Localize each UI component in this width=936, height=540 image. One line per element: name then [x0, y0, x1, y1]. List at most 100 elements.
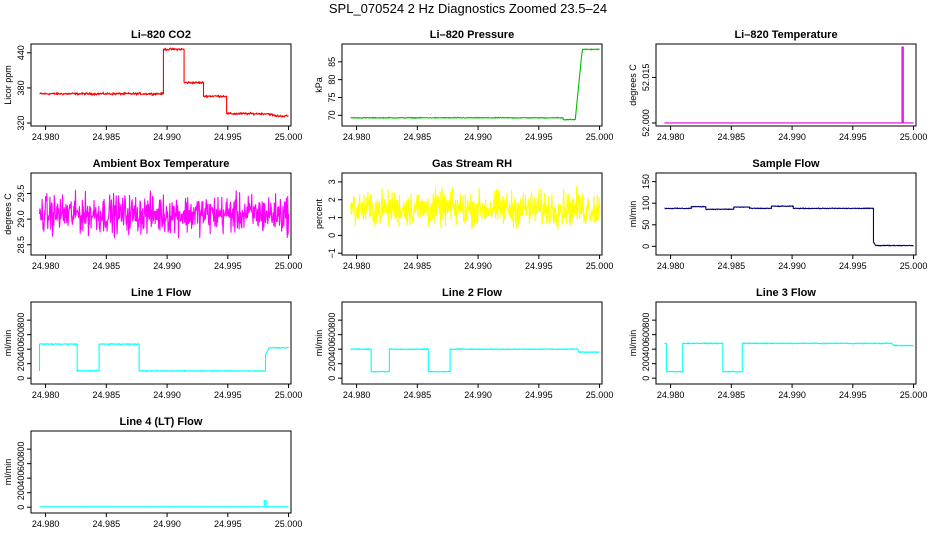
- x-tick-label: 25.000: [586, 390, 614, 400]
- y-tick-label: 800: [641, 313, 651, 328]
- y-tick-label: 600: [641, 327, 651, 342]
- x-tick-label: 24.980: [343, 390, 371, 400]
- x-tick-label: 24.985: [718, 132, 746, 142]
- series-line: [39, 47, 289, 118]
- plot-frame: [30, 301, 292, 385]
- y-tick-label: 440: [16, 45, 26, 60]
- chart-panel: Line 4 (LT) Flow 24.980 24.985 24.990 24.995…: [3, 416, 302, 529]
- y-axis-label: ml/min: [314, 330, 324, 357]
- x-tick-label: 24.980: [343, 261, 371, 271]
- y-tick-label: 29.0: [16, 210, 26, 228]
- x-tick-label: 24.980: [32, 519, 60, 529]
- x-tick-label: 24.995: [214, 132, 242, 142]
- series-line: [664, 46, 914, 124]
- x-tick-label: 25.000: [586, 132, 614, 142]
- chart-panel: Line 3 Flow 24.980 24.985 24.990 24.995 25.00…: [628, 287, 927, 400]
- y-tick-label: 28.5: [16, 236, 26, 254]
- y-tick-label: 100: [641, 196, 651, 211]
- y-tick-label: 150: [641, 174, 651, 189]
- chart-title: Line 2 Flow: [442, 287, 502, 299]
- series-line: [664, 342, 914, 373]
- x-tick-label: 24.990: [778, 390, 806, 400]
- y-tick-label: 600: [16, 456, 26, 471]
- x-tick-label: 24.980: [32, 132, 60, 142]
- x-tick-label: 24.985: [93, 519, 121, 529]
- plot-frame: [341, 172, 603, 256]
- plot-frame: [655, 43, 917, 127]
- chart-panel: Gas Stream RH 24.980 24.985 24.990 24.995 25.…: [314, 158, 613, 271]
- series-line: [350, 348, 600, 373]
- y-tick-label: −1: [327, 248, 337, 258]
- x-tick-label: 25.000: [275, 261, 303, 271]
- x-tick-label: 25.000: [900, 132, 928, 142]
- x-tick-label: 24.985: [404, 261, 432, 271]
- x-tick-label: 24.995: [839, 261, 867, 271]
- y-tick-label: 29.5: [16, 185, 26, 203]
- plot-frame: [30, 172, 292, 256]
- y-tick-label: 800: [327, 313, 337, 328]
- series-line: [38, 342, 289, 373]
- chart-title: Line 4 (LT) Flow: [120, 416, 203, 428]
- y-tick-label: 0: [327, 233, 337, 238]
- y-tick-label: 400: [16, 342, 26, 357]
- x-tick-label: 24.985: [404, 390, 432, 400]
- y-axis-label: ml/min: [3, 330, 13, 357]
- x-tick-label: 24.985: [93, 132, 121, 142]
- x-tick-label: 25.000: [586, 261, 614, 271]
- y-tick-label: 2: [327, 197, 337, 202]
- y-axis-label: percent: [314, 198, 324, 229]
- y-axis-label: degrees C: [628, 64, 638, 106]
- x-tick-label: 25.000: [900, 390, 928, 400]
- x-tick-label: 24.985: [718, 390, 746, 400]
- x-tick-label: 24.990: [153, 132, 181, 142]
- chart-panel: Sample Flow 24.980 24.985 24.990 24.995 25.00…: [628, 158, 927, 271]
- plot-frame: [655, 301, 917, 385]
- series-line: [38, 189, 290, 239]
- x-tick-label: 24.980: [32, 390, 60, 400]
- y-tick-label: 0: [327, 376, 337, 381]
- chart-title: Line 3 Flow: [756, 287, 816, 299]
- y-tick-label: 52.000: [641, 109, 651, 137]
- y-tick-label: 50: [641, 220, 651, 230]
- y-axis-label: degrees C: [3, 193, 13, 235]
- x-tick-label: 25.000: [275, 519, 303, 529]
- x-tick-label: 24.995: [839, 132, 867, 142]
- plot-frame: [341, 301, 603, 385]
- y-tick-label: 200: [327, 356, 337, 371]
- chart-panel: Li–820 CO2 24.980 24.985 24.990 24.995 25.000…: [3, 29, 302, 142]
- x-tick-label: 24.980: [32, 261, 60, 271]
- x-tick-label: 24.990: [464, 261, 492, 271]
- x-tick-label: 24.980: [657, 390, 685, 400]
- chart-panel: Line 1 Flow 24.980 24.985 24.990 24.995 25.00…: [3, 287, 302, 400]
- series-line: [350, 48, 600, 121]
- y-tick-label: 400: [327, 342, 337, 357]
- plot-frame: [30, 43, 292, 127]
- chart-title: Li–820 CO2: [131, 29, 191, 41]
- x-tick-label: 24.985: [404, 132, 432, 142]
- series-line: [349, 186, 601, 231]
- y-tick-label: 380: [16, 80, 26, 95]
- y-tick-label: 400: [641, 342, 651, 357]
- series-line: [664, 205, 914, 247]
- x-tick-label: 24.995: [525, 261, 553, 271]
- x-tick-label: 24.990: [778, 261, 806, 271]
- x-tick-label: 25.000: [900, 261, 928, 271]
- x-tick-label: 24.995: [525, 390, 553, 400]
- y-tick-label: 200: [641, 356, 651, 371]
- y-tick-label: 200: [16, 356, 26, 371]
- chart-title: Sample Flow: [752, 158, 820, 170]
- y-tick-label: 70: [327, 110, 337, 120]
- y-axis-label: ml/min: [628, 201, 638, 228]
- y-axis-label: ml/min: [3, 459, 13, 486]
- x-tick-label: 24.985: [93, 390, 121, 400]
- y-tick-label: 0: [641, 376, 651, 381]
- y-tick-label: 0: [16, 505, 26, 510]
- chart-title: Line 1 Flow: [131, 287, 191, 299]
- y-tick-label: 320: [16, 116, 26, 131]
- x-tick-label: 24.985: [718, 261, 746, 271]
- y-tick-label: 200: [16, 485, 26, 500]
- y-tick-label: 800: [16, 442, 26, 457]
- x-tick-label: 24.990: [464, 132, 492, 142]
- x-tick-label: 24.995: [214, 519, 242, 529]
